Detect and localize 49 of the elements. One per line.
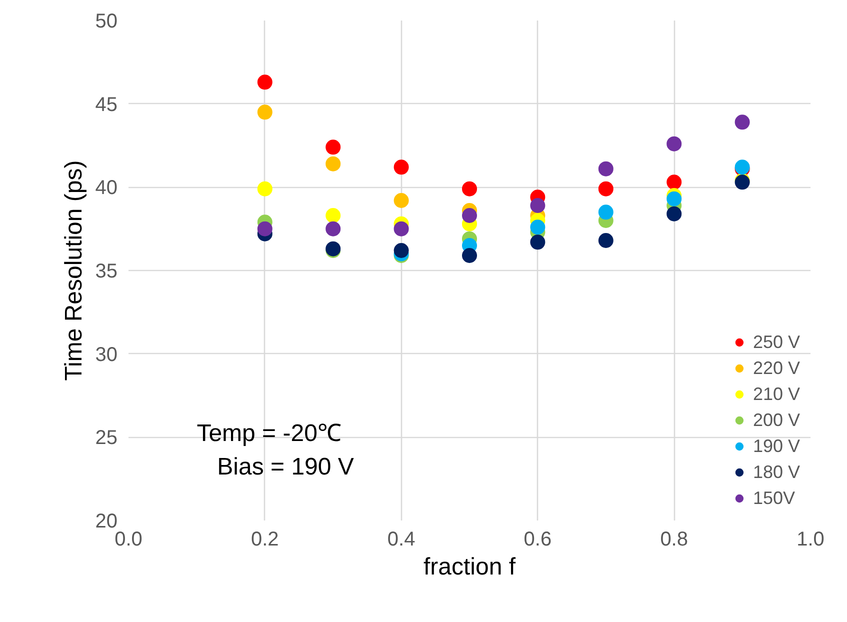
point bbox=[257, 221, 272, 236]
point bbox=[530, 234, 546, 250]
point bbox=[598, 233, 614, 248]
x-tick-label: 0.8 bbox=[660, 528, 688, 550]
x-axis-title: fraction f bbox=[423, 554, 516, 580]
point bbox=[462, 208, 477, 223]
point bbox=[734, 114, 750, 130]
legend-label: 150V bbox=[752, 486, 795, 510]
point bbox=[394, 160, 409, 175]
legend-label: 250 V bbox=[752, 330, 800, 354]
point bbox=[666, 206, 682, 222]
y-tick-label: 30 bbox=[95, 344, 118, 366]
point bbox=[326, 140, 341, 155]
x-tick-label: 0.4 bbox=[387, 528, 416, 550]
point bbox=[326, 156, 341, 172]
point bbox=[666, 174, 682, 190]
x-tick-label: 1.0 bbox=[796, 528, 824, 550]
x-tick-label: 0.2 bbox=[251, 528, 279, 550]
point bbox=[530, 198, 546, 213]
point bbox=[666, 191, 682, 206]
y-tick-label: 25 bbox=[95, 427, 118, 450]
point bbox=[326, 208, 341, 223]
legend-label: 200 V bbox=[752, 408, 800, 432]
point bbox=[394, 243, 409, 258]
y-tick-label: 45 bbox=[95, 94, 118, 116]
y-tick-label: 35 bbox=[95, 260, 118, 282]
point bbox=[257, 181, 272, 196]
annotation: Bias = 190 V bbox=[217, 454, 354, 480]
point bbox=[462, 181, 477, 196]
legend-label: 220 V bbox=[752, 356, 800, 380]
y-axis-title: Time Resolution (ps) bbox=[60, 160, 88, 381]
point bbox=[666, 136, 682, 152]
y-tick-label: 40 bbox=[95, 177, 118, 200]
legend-label: 180 V bbox=[752, 460, 800, 484]
point bbox=[598, 181, 614, 196]
point bbox=[394, 221, 409, 236]
point bbox=[257, 104, 272, 120]
point bbox=[462, 248, 477, 263]
point bbox=[530, 220, 546, 235]
point bbox=[326, 221, 341, 236]
point bbox=[257, 74, 272, 90]
legend-label: 190 V bbox=[752, 434, 800, 458]
point bbox=[598, 161, 614, 176]
x-tick-label: 0.6 bbox=[524, 528, 552, 550]
point bbox=[394, 193, 409, 208]
annotation: Temp = -20℃ bbox=[196, 420, 342, 448]
y-tick-label: 50 bbox=[95, 10, 118, 32]
point bbox=[598, 204, 614, 220]
legend-label: 210 V bbox=[752, 382, 800, 406]
